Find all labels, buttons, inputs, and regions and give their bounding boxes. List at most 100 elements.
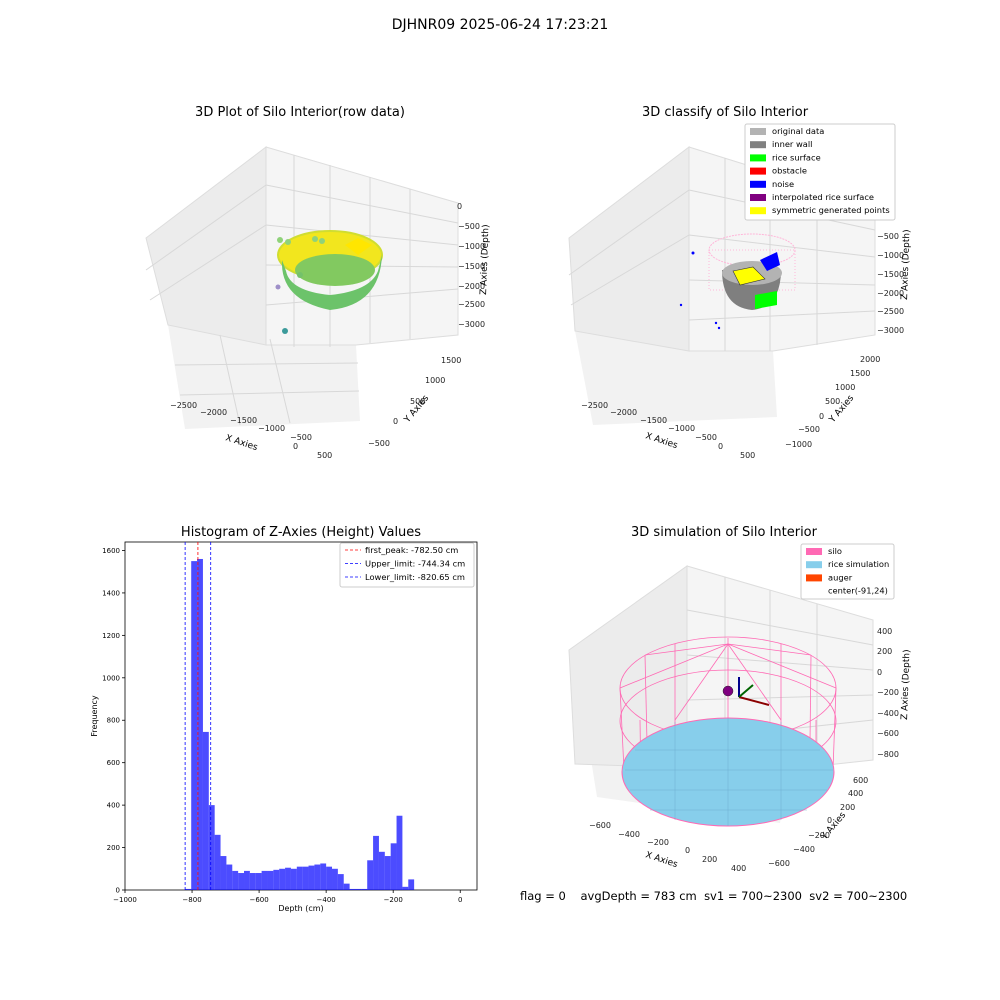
histogram-bar: [343, 883, 350, 890]
legend-swatch: [806, 548, 822, 555]
panel1-left-pane: [145, 145, 267, 346]
panel-raw-3d: 3D Plot of Silo Interior(row data) −2500…: [145, 105, 490, 460]
ring-wall-points: [281, 255, 382, 310]
y-tick-label: 1500: [441, 356, 461, 365]
histogram-legend: [339, 542, 475, 588]
x-tick-label: 0: [458, 896, 462, 904]
x-tick-label: −500: [695, 433, 717, 442]
rice-mesh: [625, 718, 833, 826]
z-tick-label: 0: [877, 668, 882, 677]
y-tick-label: −600: [768, 859, 790, 868]
noise-points: [760, 252, 780, 271]
panel2-x-axis-label: X Axies: [644, 431, 679, 451]
histogram-bar: [320, 863, 327, 890]
panel4-x-axis-label: X Axies: [644, 850, 679, 870]
legend-swatch: [750, 167, 766, 175]
y-tick-label: 800: [107, 717, 120, 725]
legend-label: silo: [828, 546, 842, 556]
panel-histogram: Histogram of Z-Axies (Height) Values −10…: [90, 525, 478, 913]
z-tick-label: −500: [458, 222, 480, 231]
legend-label: interpolated rice surface: [772, 192, 874, 202]
legend-label: obstacle: [772, 166, 807, 176]
histogram-bar: [285, 867, 291, 890]
y-tick-label: 1000: [102, 674, 120, 682]
legend-swatch: [750, 141, 766, 149]
histogram-bar: [355, 888, 362, 890]
y-tick-label: 1500: [850, 369, 870, 378]
legend-swatch: [750, 128, 766, 135]
panel1-x-axis-label: X Axies: [224, 433, 259, 453]
center-marker: [722, 677, 770, 706]
histogram-bar: [202, 731, 209, 890]
histogram-bar: [302, 866, 309, 890]
plot-frame: [124, 541, 478, 891]
x-tick-label: −1000: [258, 424, 285, 433]
noise-point: [282, 328, 288, 334]
figure-title: DJHNR09 2025-06-24 17:23:21: [391, 17, 609, 33]
panel1-y-ticks: −500 0 500 1000 1500: [368, 356, 461, 448]
histogram-bar: [273, 869, 280, 890]
x-tick-label: 0: [293, 442, 298, 451]
x-tick-label: 0: [718, 442, 723, 451]
y-tick-label: 0: [827, 816, 832, 825]
x-tick-label: −200: [647, 838, 669, 847]
legend-label: first_peak: -782.50 cm: [365, 545, 458, 555]
noise-point: [691, 251, 695, 255]
legend-label: Lower_limit: -820.65 cm: [365, 572, 465, 582]
noise-point: [714, 321, 718, 325]
histogram-bar: [255, 873, 262, 890]
legend-label: Upper_limit: -744.34 cm: [365, 559, 465, 569]
x-tick-label: −800: [182, 896, 201, 904]
histogram-title: Histogram of Z-Axies (Height) Values: [181, 525, 421, 540]
z-tick-label: −1000: [458, 242, 485, 251]
footer-status: flag = 0 avgDepth = 783 cm sv1 = 700~230…: [520, 889, 907, 903]
panel4-title: 3D simulation of Silo Interior: [631, 525, 818, 540]
y-tick-label: −200: [808, 831, 830, 840]
ring-inner-points: [295, 254, 375, 286]
legend-label: center(-91,24): [828, 586, 888, 596]
legend-label: rice simulation: [828, 559, 889, 569]
x-tick-label: −1000: [113, 896, 137, 904]
y-tick-label: 600: [853, 776, 868, 785]
histogram-bar: [308, 865, 315, 890]
panel2-z-axis-label: Z Axies (Depth): [900, 229, 912, 300]
histogram-y-axis-label: Frequency: [90, 695, 99, 737]
panel2-y-ticks: −1000 −500 0 500 1000 1500 2000: [785, 355, 880, 449]
legend-box: [800, 543, 895, 600]
noise-point: [312, 236, 318, 242]
histogram-bar: [373, 835, 379, 890]
histogram-bar: [361, 888, 368, 890]
z-tick-label: −2000: [458, 282, 485, 291]
histogram-bar: [290, 868, 297, 890]
panel1-floor-pane: [168, 325, 360, 429]
x-tick-label: −2500: [170, 401, 197, 410]
center-point: [722, 685, 734, 697]
panel2-legend: original data inner wall rice surface obsta…: [744, 123, 896, 221]
legend-label: noise: [772, 179, 794, 189]
z-tick-label: −3000: [458, 320, 485, 329]
panel4-z-axis-label: Z Axies (Depth): [900, 649, 912, 720]
histogram-bar: [296, 866, 303, 890]
histogram-bar: [332, 868, 338, 890]
noise-point: [277, 237, 283, 243]
y-tick-label: 0: [393, 417, 398, 426]
legend-label: symmetric generated points: [772, 205, 890, 215]
legend-label: rice surface: [772, 152, 821, 162]
noise-point: [717, 326, 721, 330]
x-tick-label: −1000: [668, 424, 695, 433]
z-tick-label: −2000: [877, 289, 904, 298]
histogram-bar: [349, 888, 356, 890]
z-tick-label: −1500: [877, 270, 904, 279]
x-tick-label: −1500: [230, 416, 257, 425]
histogram-bar: [390, 843, 397, 890]
x-tick-label: 500: [740, 451, 755, 460]
histogram-bar: [337, 874, 344, 890]
noise-point: [679, 303, 683, 307]
histogram-bar: [408, 879, 415, 890]
legend-label: original data: [772, 126, 824, 136]
avg-depth-text: avgDepth = 783 cm: [580, 889, 697, 903]
y-tick-label: 600: [107, 759, 120, 767]
panel2-left-pane: [568, 145, 690, 352]
noise-point: [319, 238, 325, 244]
z-tick-label: −2500: [877, 307, 904, 316]
